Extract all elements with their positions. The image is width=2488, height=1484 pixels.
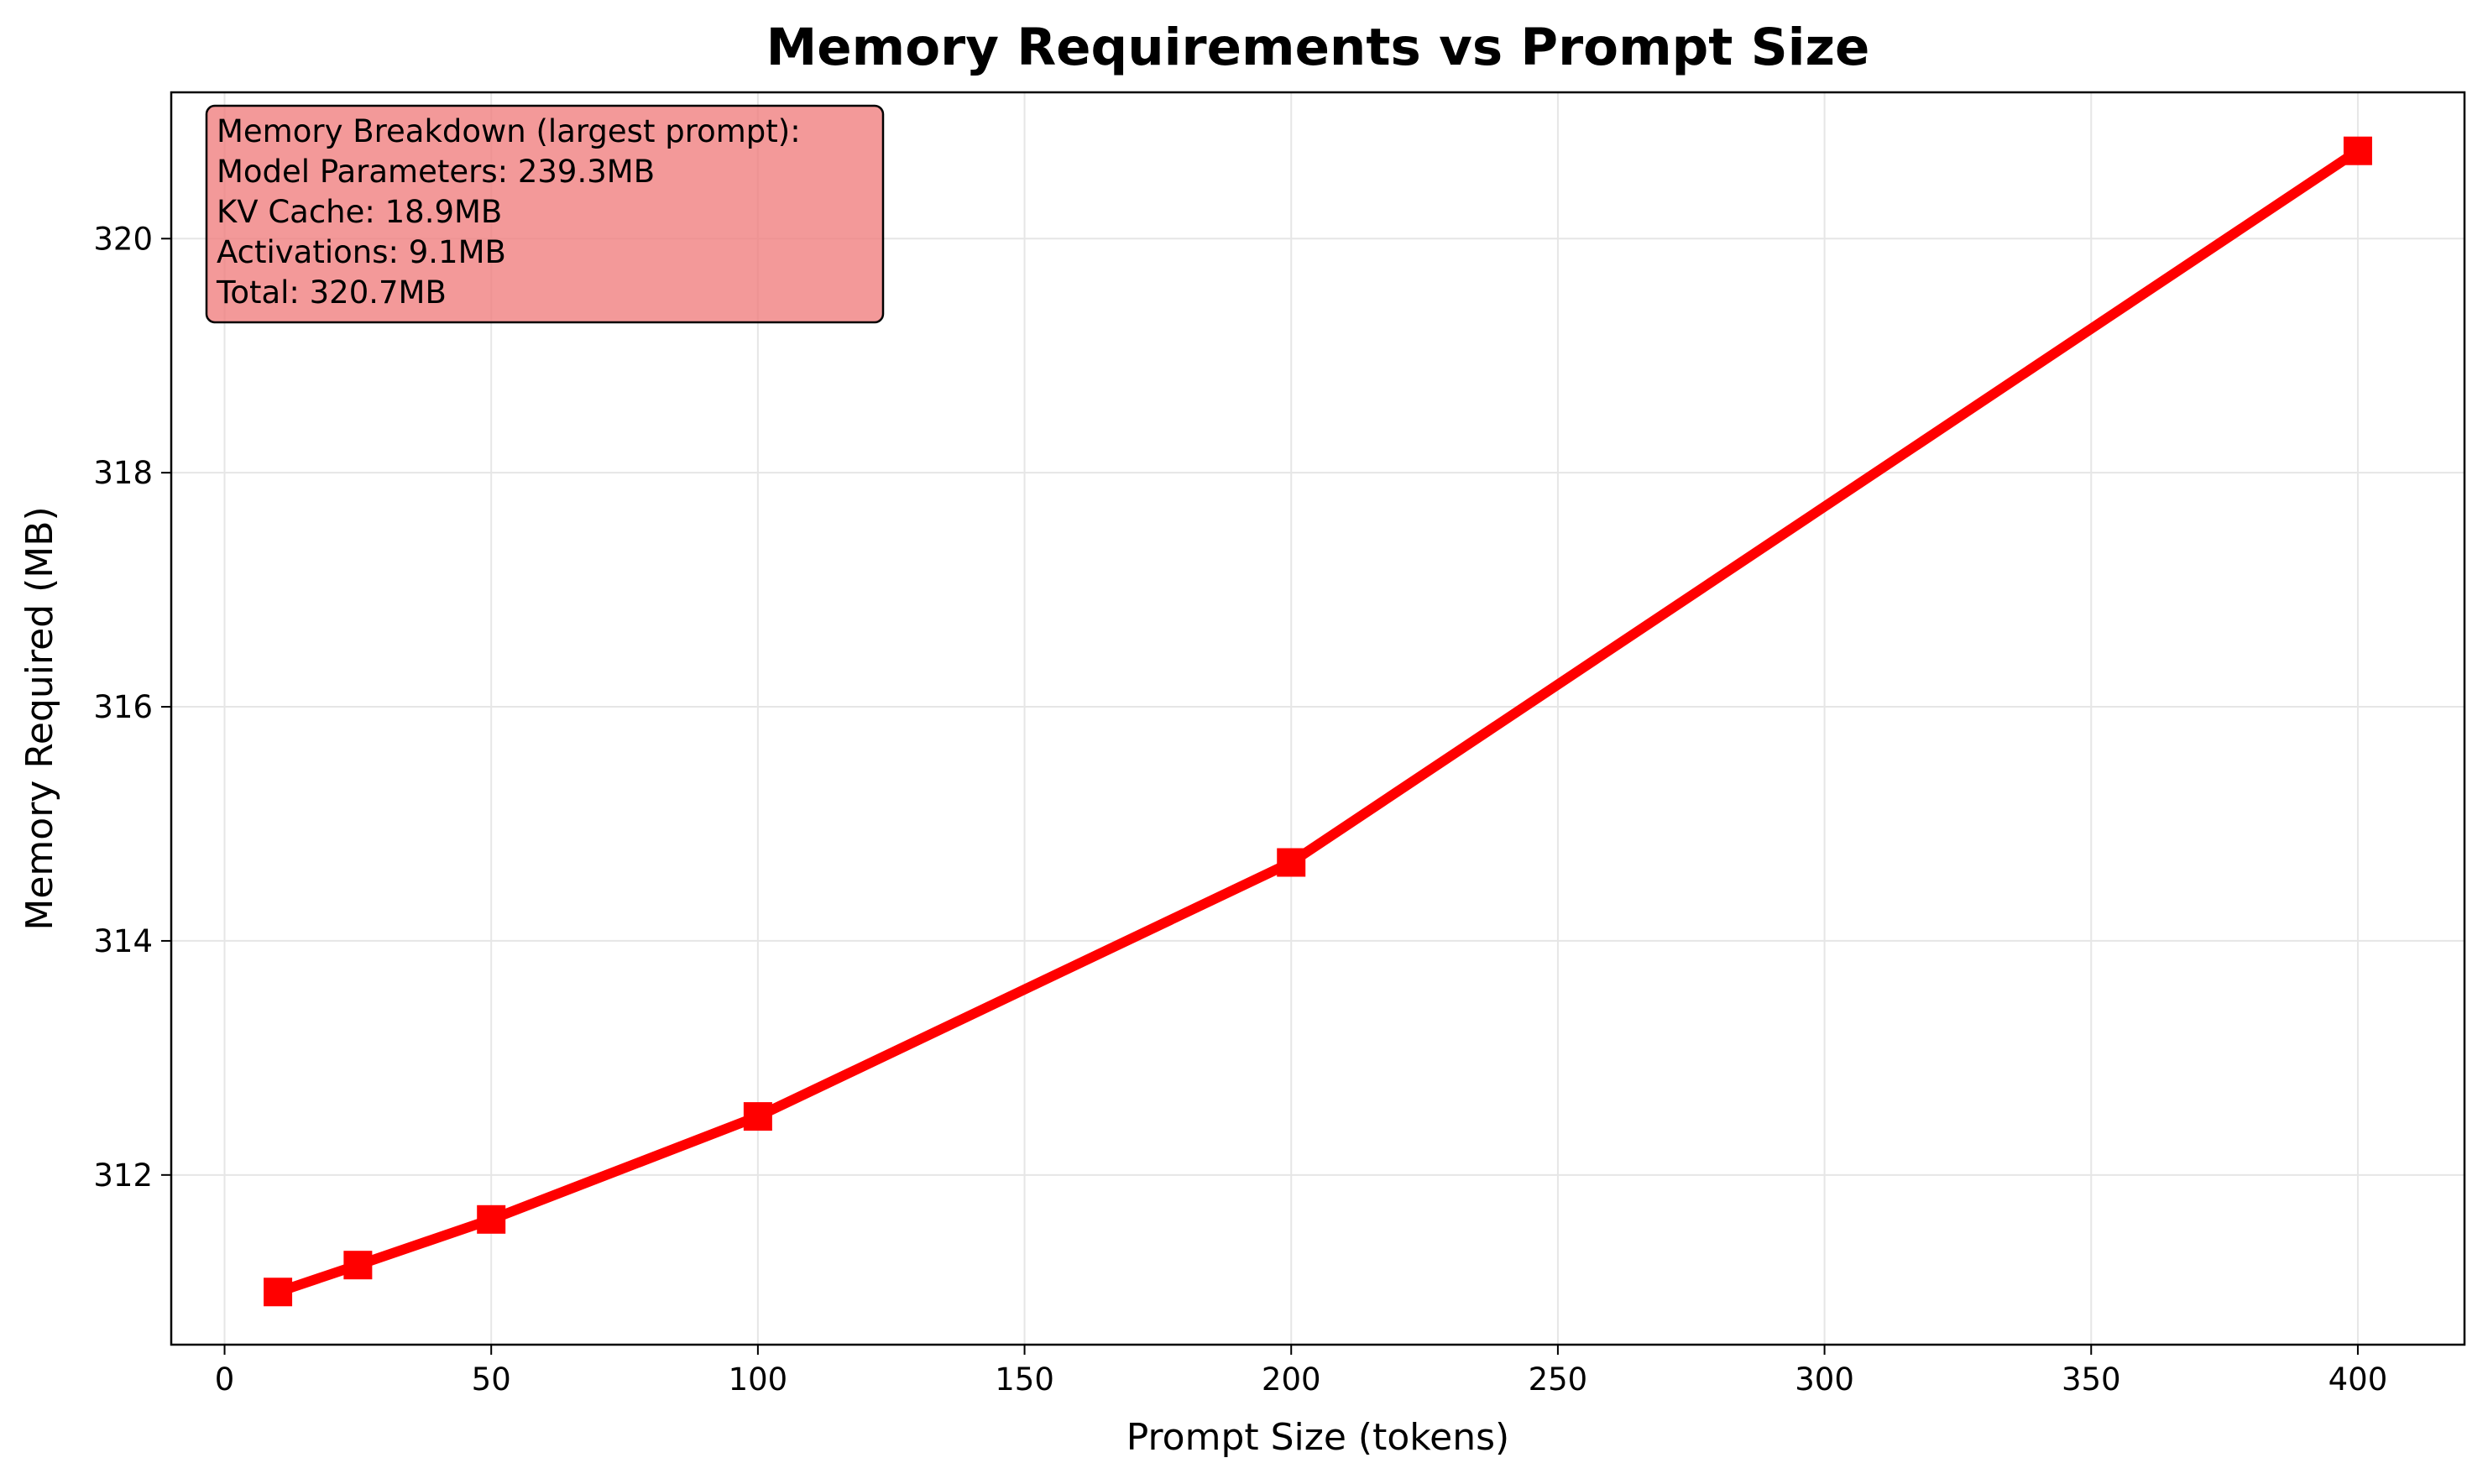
annotation-box	[205, 104, 885, 324]
annotation-line: KV Cache: 18.9MB	[217, 194, 502, 230]
x-axis-label: Prompt Size (tokens)	[1126, 1416, 1509, 1459]
annotation-line: Activations: 9.1MB	[217, 234, 506, 270]
data-point-marker	[2343, 136, 2372, 165]
x-tick-label: 200	[1262, 1361, 1321, 1398]
x-tick-label: 150	[995, 1361, 1054, 1398]
data-point-marker	[477, 1204, 506, 1234]
y-tick-label: 318	[93, 455, 153, 491]
annotation-line: Total: 320.7MB	[216, 274, 447, 311]
memory-breakdown-annotation: Memory Breakdown (largest prompt): Model…	[205, 104, 885, 324]
y-axis-label: Memory Required (MB)	[18, 506, 61, 930]
x-tick-label: 250	[1529, 1361, 1588, 1398]
chart-title: Memory Requirements vs Prompt Size	[766, 18, 1870, 77]
x-tick-label: 50	[472, 1361, 511, 1398]
data-point-marker	[743, 1102, 772, 1131]
x-tick-label: 350	[2062, 1361, 2121, 1398]
data-point-marker	[343, 1251, 373, 1280]
x-tick-label: 0	[215, 1361, 235, 1398]
data-point-marker	[264, 1278, 293, 1307]
y-tick-label: 320	[93, 221, 153, 257]
grid	[171, 92, 2464, 1345]
series-layer	[264, 136, 2372, 1307]
annotation-line: Memory Breakdown (largest prompt):	[217, 113, 801, 149]
y-tick-label: 314	[93, 923, 153, 959]
plot-frame	[170, 91, 2466, 1346]
x-tick-label: 300	[1795, 1361, 1854, 1398]
y-tick-label: 312	[93, 1157, 153, 1194]
data-point-marker	[1277, 848, 1306, 877]
y-tick-label: 316	[93, 689, 153, 725]
x-tick-label: 400	[2329, 1361, 2388, 1398]
axis-ticks: 0 50 100 150 200 250 300 350 400 312 314 316 318 320	[93, 221, 2387, 1398]
annotation-line: Model Parameters: 239.3MB	[217, 154, 655, 190]
x-tick-label: 100	[729, 1361, 788, 1398]
